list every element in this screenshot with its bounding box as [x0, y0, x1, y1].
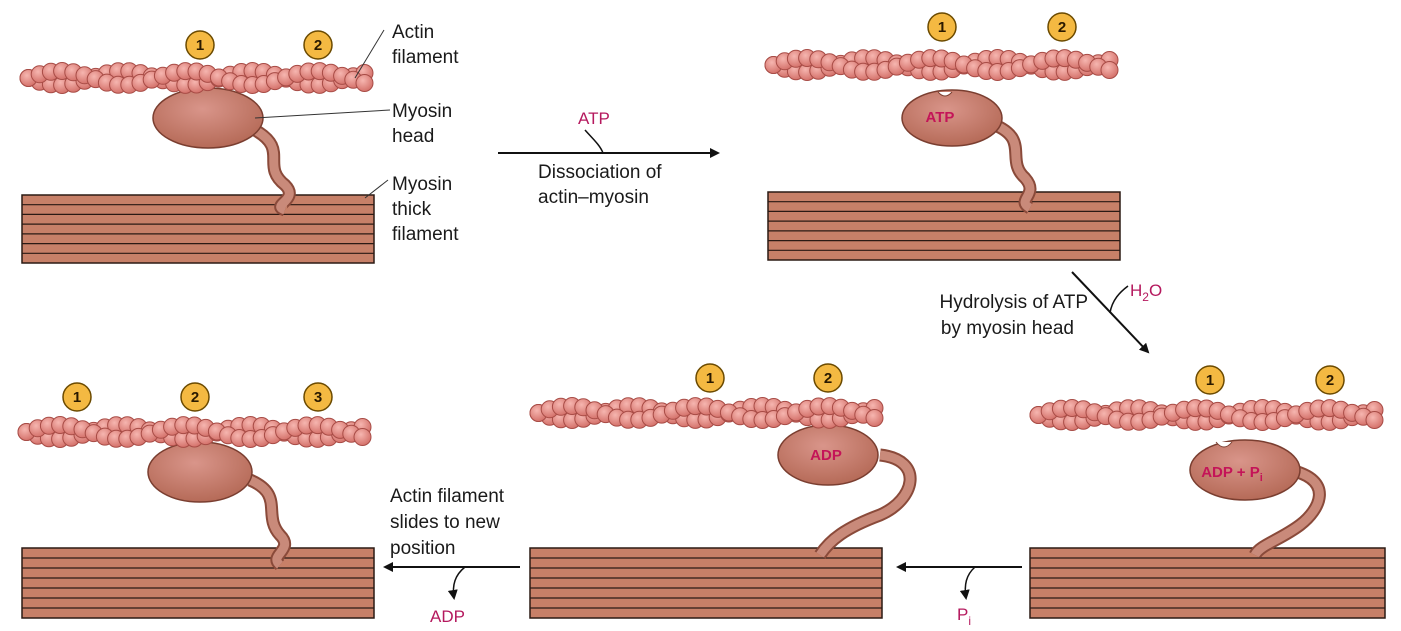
binding-site-badge: 1	[1195, 365, 1225, 395]
svg-text:2: 2	[824, 370, 832, 387]
svg-text:2: 2	[191, 389, 199, 406]
product-curve	[447, 566, 466, 600]
step-hydrolysis: H2O Hydrolysis of ATP by myosin head	[939, 271, 1162, 354]
svg-text:1: 1	[73, 389, 81, 406]
thick-filament-body	[21, 194, 375, 264]
step-label: position	[390, 538, 456, 559]
actin-filament	[764, 49, 1119, 81]
myosin-head	[152, 87, 264, 149]
thick-filament	[1029, 547, 1386, 619]
thick-filament	[21, 194, 375, 264]
step-label: Dissociation of	[538, 162, 662, 183]
state-2-detached-atp: ATP 1 2	[764, 12, 1121, 261]
thick-filament-label: filament	[392, 224, 459, 245]
product-curve	[959, 566, 976, 600]
step-label: Hydrolysis of ATP	[939, 292, 1088, 313]
binding-site-badge: 1	[695, 363, 725, 393]
reagent-curve	[1109, 285, 1129, 314]
atp-reagent: ATP	[578, 109, 610, 128]
binding-site-badge: 2	[813, 363, 843, 393]
myosin-head: ATP	[901, 89, 1003, 147]
myosin-head: ADP	[777, 424, 879, 486]
thick-filament-body	[1029, 547, 1386, 619]
actin-filament-label: filament	[392, 47, 459, 68]
actin-monomer	[353, 428, 372, 446]
svg-text:2: 2	[1326, 372, 1334, 389]
svg-text:1: 1	[706, 370, 714, 387]
binding-site-badge: 2	[1047, 12, 1077, 42]
binding-site-badge: 1	[927, 12, 957, 42]
state-1-attached: 1 2 Actin filament Myosin head Myosin th…	[19, 22, 459, 264]
myosin-neck	[1249, 463, 1326, 559]
binding-site-badge: 1	[62, 382, 92, 412]
binding-site-badge: 2	[1315, 365, 1345, 395]
state-3-adp-pi: ADP + Pi 1 2	[1029, 365, 1386, 619]
actin-filament	[529, 397, 884, 429]
thick-filament	[767, 191, 1121, 261]
actin-monomer	[355, 74, 374, 92]
step-label: by myosin head	[941, 318, 1074, 339]
state-4-adp: ADP 1 2	[529, 363, 917, 619]
step-sliding: ADP Actin filament slides to new positio…	[383, 486, 520, 626]
leader-line	[364, 179, 389, 199]
reagent-curve	[584, 129, 604, 154]
svg-text:1: 1	[196, 37, 204, 54]
step-dissociation: ATP Dissociation of actin–myosin	[498, 109, 720, 208]
myosin-head: ADP + Pi	[1189, 439, 1301, 501]
svg-text:2: 2	[1058, 19, 1066, 36]
step-phosphate-release: Pi	[896, 562, 1022, 628]
svg-text:2: 2	[314, 37, 322, 54]
phosphate-product: Pi	[957, 605, 971, 628]
actin-filament	[17, 416, 372, 448]
water-reagent: H2O	[1130, 281, 1162, 304]
myosin-neck	[247, 474, 292, 570]
thick-filament-label: Myosin	[392, 174, 452, 195]
actin-monomer	[865, 409, 884, 427]
binding-site-badge: 2	[303, 30, 333, 60]
myosin-head-label: head	[392, 126, 434, 147]
binding-site-badge: 2	[180, 382, 210, 412]
myosin-head-label: Myosin	[392, 101, 452, 122]
actin-filament	[1029, 399, 1384, 431]
leader-line	[254, 109, 391, 119]
step-label: Actin filament	[390, 486, 505, 507]
thick-filament	[529, 547, 883, 619]
actin-filament	[19, 62, 374, 94]
myosin-head	[147, 441, 253, 503]
leader-line	[354, 29, 385, 79]
step-label: slides to new	[390, 512, 500, 533]
binding-site-badge: 3	[303, 382, 333, 412]
thick-filament-body	[21, 547, 375, 619]
adp-product: ADP	[430, 607, 465, 626]
actin-monomer	[1100, 61, 1119, 79]
svg-text:1: 1	[1206, 372, 1214, 389]
myosin-neck	[814, 448, 917, 559]
adp-bound-label: ADP	[810, 447, 842, 464]
actin-filament-label: Actin	[392, 22, 434, 43]
svg-text:1: 1	[938, 19, 946, 36]
myosin-neck	[992, 119, 1037, 214]
thick-filament-body	[529, 547, 883, 619]
atp-bound-label: ATP	[926, 109, 955, 126]
myosin-neck	[251, 124, 296, 217]
thick-filament-label: thick	[392, 199, 432, 220]
thick-filament-body	[767, 191, 1121, 261]
binding-site-badge: 1	[185, 30, 215, 60]
adp-pi-bound-label: ADP + Pi	[1201, 464, 1263, 484]
thick-filament	[21, 547, 375, 619]
step-label: actin–myosin	[538, 187, 649, 208]
actin-monomer	[1365, 411, 1384, 429]
svg-text:3: 3	[314, 389, 322, 406]
state-5-reattached: 1 2 3	[17, 382, 375, 619]
